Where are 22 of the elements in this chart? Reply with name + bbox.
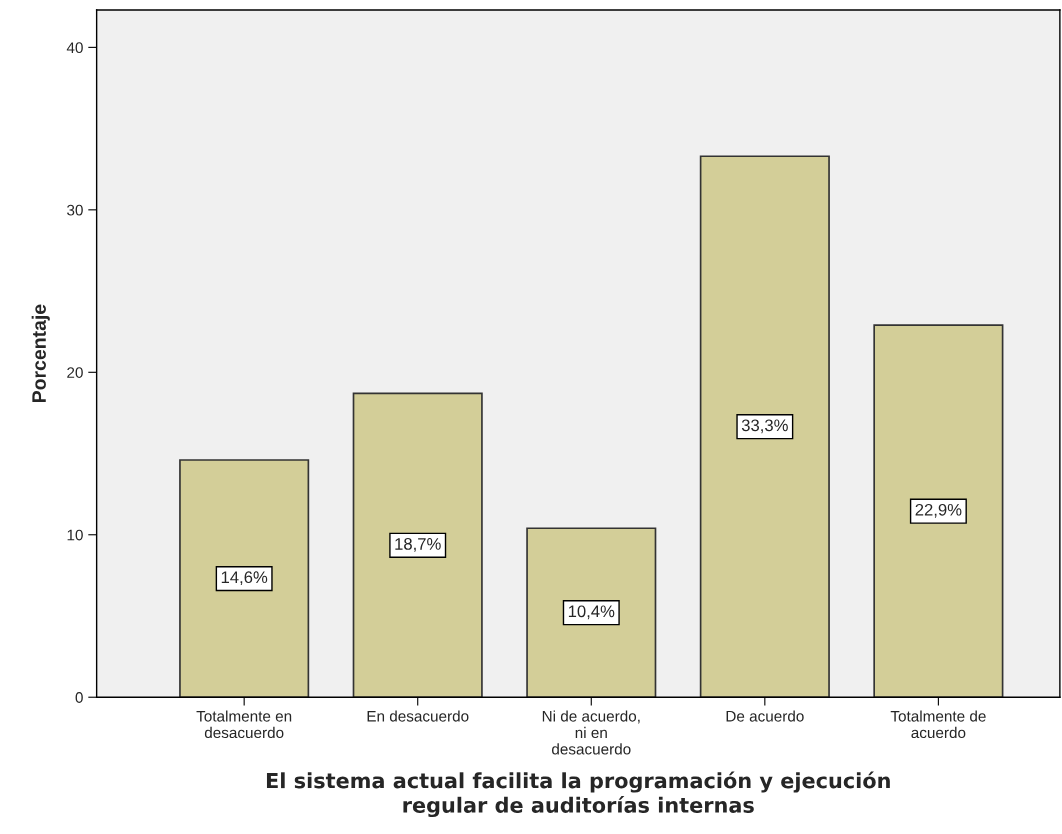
x-tick-label: En desacuerdo [367,710,469,722]
data-label: 18,7% [395,537,441,552]
x-tick-label: Ni de acuerdo, ni en desacuerdo [542,710,640,755]
bar [699,155,830,698]
bar [526,527,657,698]
y-tick-label: 40 [66,42,83,54]
y-tick-label: 10 [67,529,83,541]
bar [873,324,1004,698]
x-tick-label: Totalmente de acuerdo [890,710,986,739]
x-axis-title: El sistema actual facilita la programación y ejecución regular de auditorías internas [266,771,890,818]
y-tick-label: 0 [75,692,83,703]
bar [352,392,483,698]
data-label: 22,9% [915,503,962,518]
x-tick-label: De acuerdo [726,710,804,722]
y-axis-title: Porcentaje [31,304,50,403]
bar [179,459,310,698]
data-label: 10,4% [568,605,615,620]
y-tick-label: 30 [67,204,83,216]
x-tick-label: Totalmente en desacuerdo [196,710,292,739]
data-label: 33,3% [741,419,788,434]
data-label: 14,6% [221,571,268,586]
y-tick-label: 20 [67,367,83,378]
